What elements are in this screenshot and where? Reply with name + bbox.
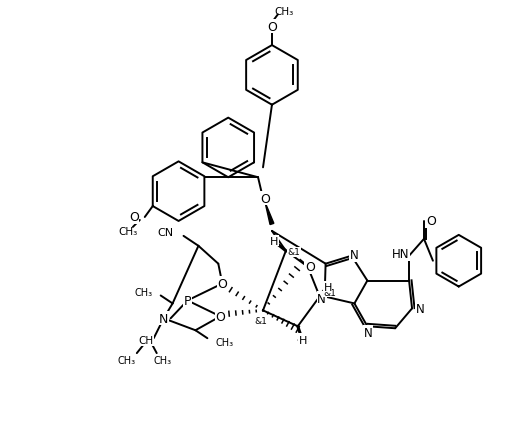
Text: CH₃: CH₃ <box>216 338 234 347</box>
Text: CH₃: CH₃ <box>118 226 138 237</box>
Text: &1: &1 <box>296 334 309 343</box>
Text: O: O <box>129 211 139 224</box>
Text: CH₃: CH₃ <box>134 287 153 297</box>
Text: N: N <box>364 326 373 339</box>
Text: &1: &1 <box>323 289 336 297</box>
Text: CN: CN <box>158 227 174 237</box>
Text: O: O <box>426 215 436 228</box>
Text: CH₃: CH₃ <box>274 7 294 17</box>
Text: HN: HN <box>392 248 410 261</box>
Text: N: N <box>159 312 168 325</box>
Text: CH₃: CH₃ <box>153 355 172 365</box>
Text: &1: &1 <box>254 316 268 325</box>
Text: H: H <box>298 335 307 345</box>
Text: O: O <box>260 192 270 205</box>
Text: P: P <box>184 294 191 307</box>
Text: O: O <box>267 21 277 34</box>
Text: N: N <box>416 302 424 315</box>
Text: O: O <box>216 310 225 323</box>
Text: &1: &1 <box>287 248 300 257</box>
Text: H: H <box>323 282 332 292</box>
Text: H: H <box>270 236 278 246</box>
Text: CH: CH <box>138 335 153 345</box>
Polygon shape <box>265 203 274 225</box>
Text: O: O <box>217 277 227 290</box>
Text: N: N <box>350 249 359 261</box>
Text: CH₃: CH₃ <box>118 355 136 365</box>
Text: O: O <box>305 261 315 273</box>
Text: N: N <box>317 292 326 305</box>
